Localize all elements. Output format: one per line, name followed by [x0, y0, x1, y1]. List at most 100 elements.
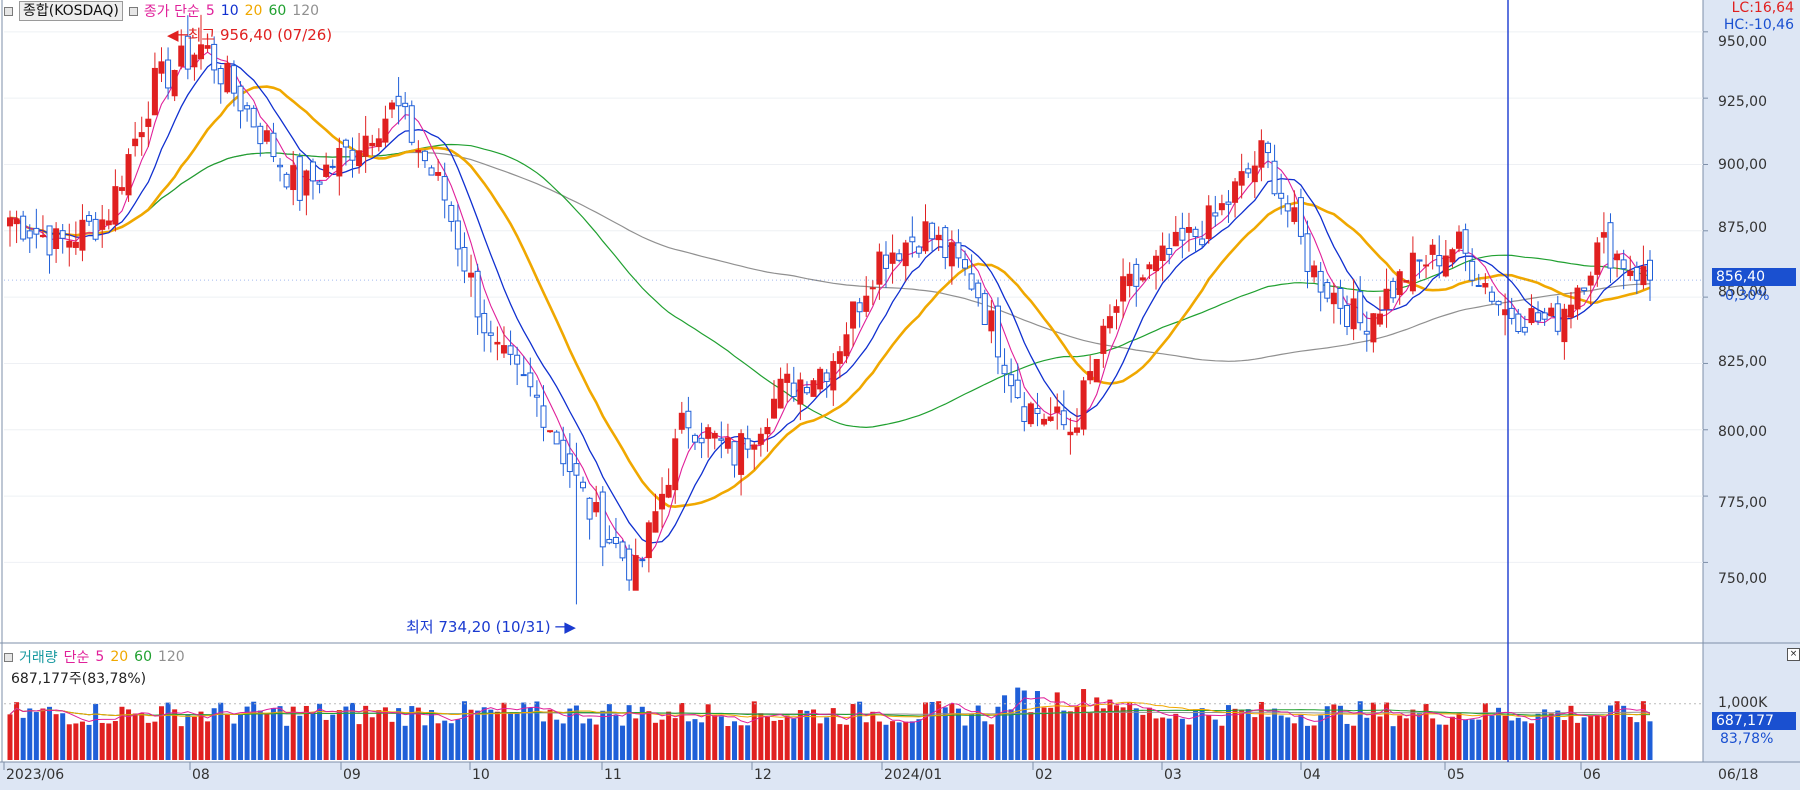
candle-body [1271, 160, 1278, 195]
volume-bar [679, 703, 685, 760]
volume-bar [238, 714, 244, 760]
chart-title[interactable]: 종합(KOSDAQ) [19, 1, 123, 21]
time-tick: 09 [343, 767, 361, 783]
volume-bar [1588, 715, 1594, 760]
volume-bar [1463, 719, 1469, 760]
candle-body [66, 240, 73, 248]
volume-bar [1245, 709, 1251, 760]
volume-bar [461, 701, 467, 760]
volume-bar [1370, 702, 1376, 760]
volume-bar [778, 719, 784, 760]
candle-body [283, 173, 290, 188]
volume-bar [303, 705, 309, 760]
volume-bar [468, 709, 474, 760]
volume-toggle-icon[interactable] [4, 652, 13, 662]
candle-body [981, 293, 988, 325]
time-tick: 12 [754, 767, 772, 783]
candle-body [309, 161, 316, 182]
candle-body [118, 187, 125, 191]
ma-60-line [9, 143, 1651, 429]
close-icon[interactable]: × [1787, 648, 1800, 661]
ma-20-label: 20 [244, 3, 263, 19]
time-tick: 11 [604, 767, 622, 783]
candle-body [1251, 165, 1258, 183]
candle-body [771, 398, 778, 419]
candle-body [902, 242, 909, 267]
candle-body [1363, 330, 1370, 335]
candle-body [1146, 264, 1153, 270]
volume-bar [1542, 709, 1548, 760]
candle-body [1126, 273, 1133, 287]
volume-bar [1258, 701, 1264, 760]
volume-bar [475, 710, 481, 760]
candle-body [20, 215, 27, 240]
candle-body [151, 67, 158, 116]
candle-body [566, 453, 573, 473]
candle-body [415, 149, 422, 153]
volume-bar [79, 721, 85, 760]
volume-bar [1397, 715, 1403, 760]
volume-bar [751, 701, 757, 760]
volume-bar [620, 725, 626, 760]
volume-bar [389, 721, 395, 760]
candle-body [784, 373, 791, 383]
candle-body [553, 431, 560, 445]
candle-body [26, 230, 33, 239]
volume-bar [1054, 692, 1060, 760]
volume-bar [1561, 720, 1567, 760]
volume-bar [811, 709, 817, 760]
volume-bar [1311, 725, 1317, 760]
left-arrow-icon: ◀─ [167, 26, 188, 44]
volume-bar [1502, 715, 1508, 760]
time-axis-panel [0, 762, 1703, 790]
time-tick: 02 [1035, 767, 1053, 783]
candle-body [474, 270, 481, 318]
volume-bar [93, 703, 99, 760]
volume-bar [1133, 708, 1139, 760]
volume-bar [1074, 706, 1080, 760]
candle-body [731, 441, 738, 466]
volume-bar [1087, 712, 1093, 760]
volume-bar [830, 708, 836, 760]
candle-body [1311, 265, 1318, 278]
candle-body [125, 154, 132, 196]
candle-body [896, 253, 903, 261]
volume-bar [290, 706, 296, 760]
ma-toggle-icon[interactable] [128, 6, 138, 16]
candle-body [1449, 249, 1456, 263]
volume-bar [349, 702, 355, 760]
legend-toggle-icon[interactable] [4, 6, 13, 16]
candle-body [421, 150, 428, 162]
volume-bar [712, 715, 718, 760]
volume-bar [1344, 723, 1350, 760]
candle-body [132, 138, 139, 147]
volume-bar [949, 703, 955, 760]
price-change: -0,30% [1720, 288, 1770, 304]
volume-bar [257, 710, 263, 760]
candle-body [929, 222, 936, 240]
candle-body [191, 54, 198, 68]
candle-body [323, 164, 330, 177]
candle-body [843, 334, 850, 357]
volume-bar [60, 713, 66, 760]
volume-bar [369, 717, 375, 760]
candle-body [217, 67, 224, 85]
volume-bar [1337, 705, 1343, 760]
volume-bar [1430, 718, 1436, 760]
candle-body [639, 559, 646, 562]
candle-body [356, 150, 363, 167]
volume-bar [1528, 723, 1534, 760]
volume-bar [633, 718, 639, 760]
candle-body [573, 463, 580, 476]
candle-body [395, 95, 402, 107]
candle-body [250, 107, 257, 128]
volume-bar [705, 704, 711, 760]
volume-bar [185, 714, 191, 760]
volume-bar [1094, 697, 1100, 760]
volume-bar [132, 713, 138, 760]
candle-body [184, 35, 191, 70]
volume-bar [521, 702, 527, 760]
volume-bar [554, 719, 560, 760]
volume-bar [27, 708, 33, 760]
